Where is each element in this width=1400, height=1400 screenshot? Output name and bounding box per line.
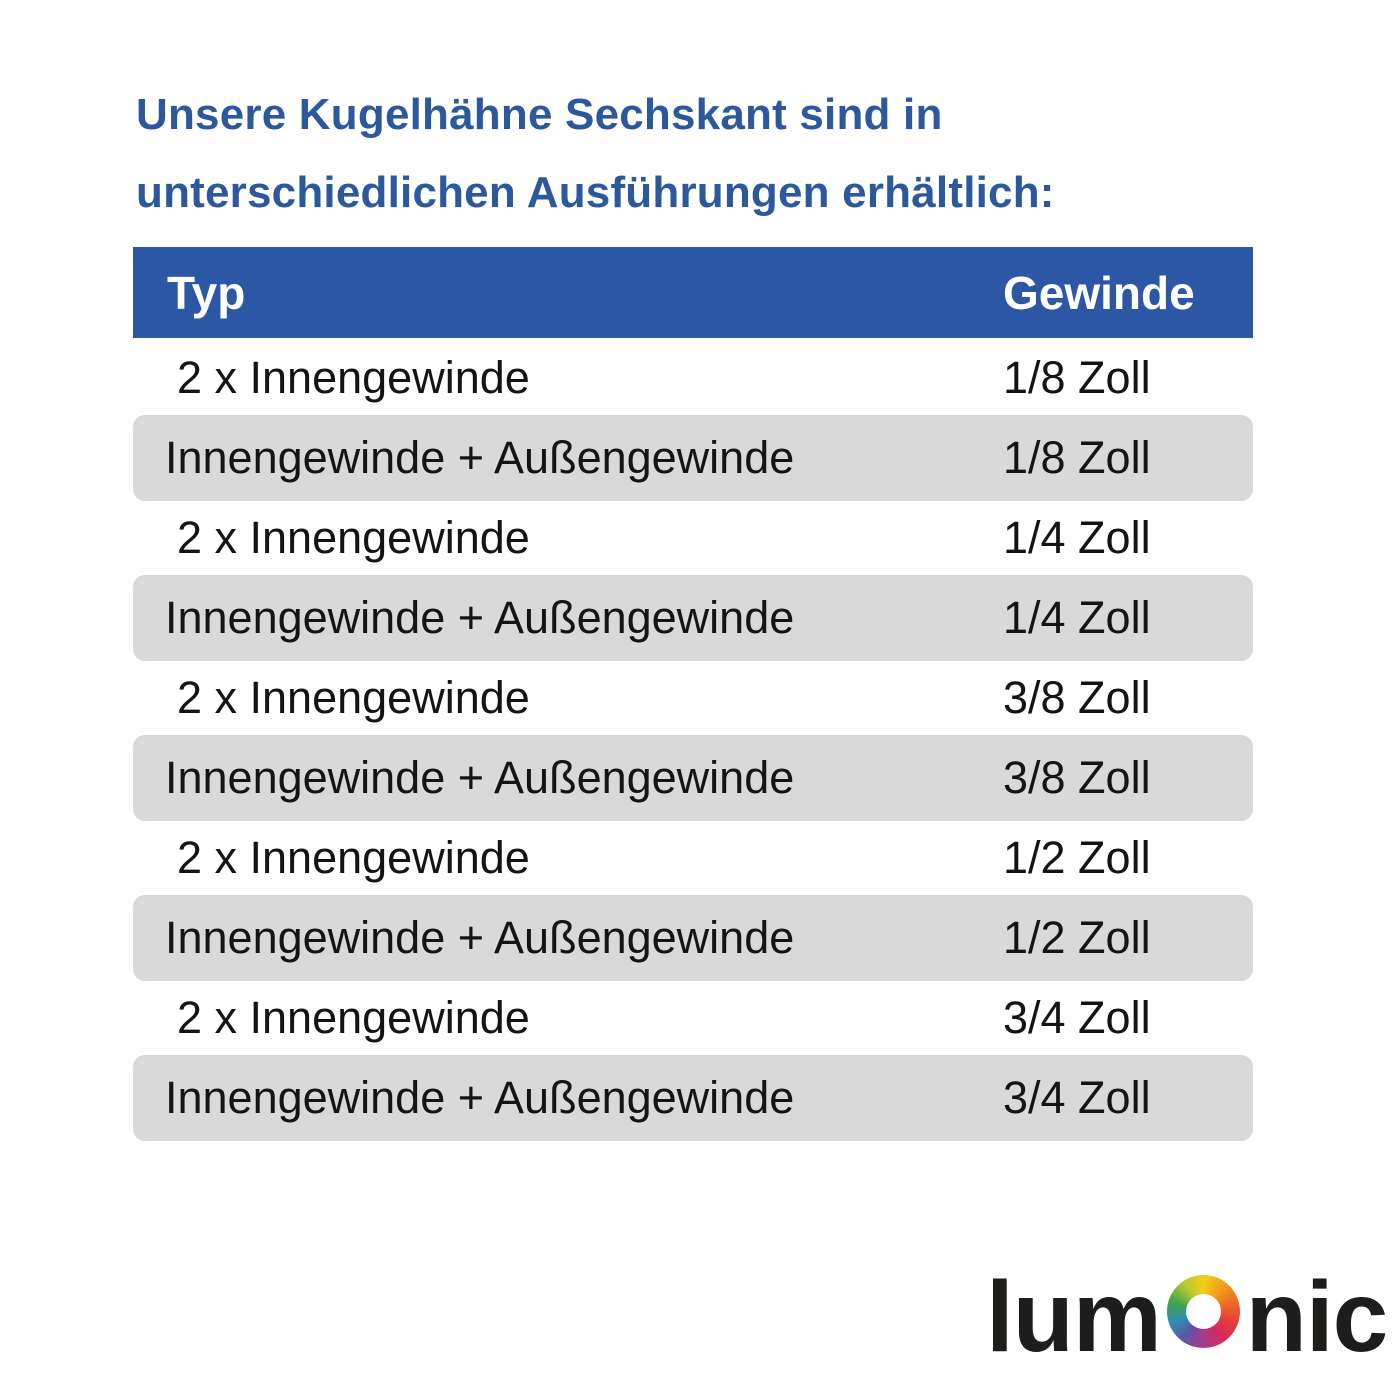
gewinde-cell: 3/4 Zoll <box>1003 992 1151 1043</box>
typ-cell: Innengewinde + Außengewinde <box>165 592 795 643</box>
table-row: 2 x Innengewinde 3/4 Zoll <box>133 978 1253 1058</box>
table-row: Innengewinde + Außengewinde 1/4 Zoll <box>133 575 1253 661</box>
logo-color-ring-o-icon <box>1166 1275 1240 1348</box>
table-row: Innengewinde + Außengewinde 3/8 Zoll <box>133 735 1253 821</box>
gewinde-cell: 1/2 Zoll <box>1003 912 1151 963</box>
typ-cell: 2 x Innengewinde <box>177 672 530 723</box>
product-variants-table: Typ Gewinde 2 x Innengewinde 1/8 Zoll In… <box>133 247 1253 1141</box>
typ-cell: 2 x Innengewinde <box>177 512 530 563</box>
gewinde-cell: 1/4 Zoll <box>1003 512 1151 563</box>
typ-cell: 2 x Innengewinde <box>177 832 530 883</box>
typ-cell: Innengewinde + Außengewinde <box>165 1072 795 1123</box>
table-row: 2 x Innengewinde 1/4 Zoll <box>133 498 1253 578</box>
table-row: 2 x Innengewinde 1/8 Zoll <box>133 338 1253 418</box>
table-header-row: Typ Gewinde <box>133 247 1253 338</box>
gewinde-cell: 1/8 Zoll <box>1003 352 1151 403</box>
gewinde-cell: 1/2 Zoll <box>1003 832 1151 883</box>
logo-text-prefix: lum <box>986 1261 1162 1373</box>
page-title: Unsere Kugelhähne Sechskant sind in unte… <box>136 76 1055 232</box>
gewinde-cell: 1/4 Zoll <box>1003 592 1151 643</box>
table-row: Innengewinde + Außengewinde 3/4 Zoll <box>133 1055 1253 1141</box>
logo-text-suffix: nic <box>1245 1261 1388 1373</box>
logo-ring-hole <box>1185 1294 1221 1329</box>
gewinde-cell: 3/8 Zoll <box>1003 752 1151 803</box>
lumonic-logo: lum nic <box>986 1261 1388 1373</box>
gewinde-cell: 3/4 Zoll <box>1003 1072 1151 1123</box>
table-row: 2 x Innengewinde 3/8 Zoll <box>133 658 1253 738</box>
typ-cell: Innengewinde + Außengewinde <box>165 912 795 963</box>
gewinde-cell: 3/8 Zoll <box>1003 672 1151 723</box>
table-row: Innengewinde + Außengewinde 1/2 Zoll <box>133 895 1253 981</box>
table-row: 2 x Innengewinde 1/2 Zoll <box>133 818 1253 898</box>
typ-cell: 2 x Innengewinde <box>177 352 530 403</box>
page-title-line-2: unterschiedlichen Ausführungen erhältlic… <box>136 168 1055 217</box>
typ-cell: Innengewinde + Außengewinde <box>165 432 795 483</box>
gewinde-cell: 1/8 Zoll <box>1003 432 1151 483</box>
column-header-gewinde: Gewinde <box>1003 266 1195 319</box>
table-row: Innengewinde + Außengewinde 1/8 Zoll <box>133 415 1253 501</box>
typ-cell: 2 x Innengewinde <box>177 992 530 1043</box>
column-header-typ: Typ <box>167 266 246 319</box>
page-title-line-1: Unsere Kugelhähne Sechskant sind in <box>136 90 943 139</box>
typ-cell: Innengewinde + Außengewinde <box>165 752 795 803</box>
